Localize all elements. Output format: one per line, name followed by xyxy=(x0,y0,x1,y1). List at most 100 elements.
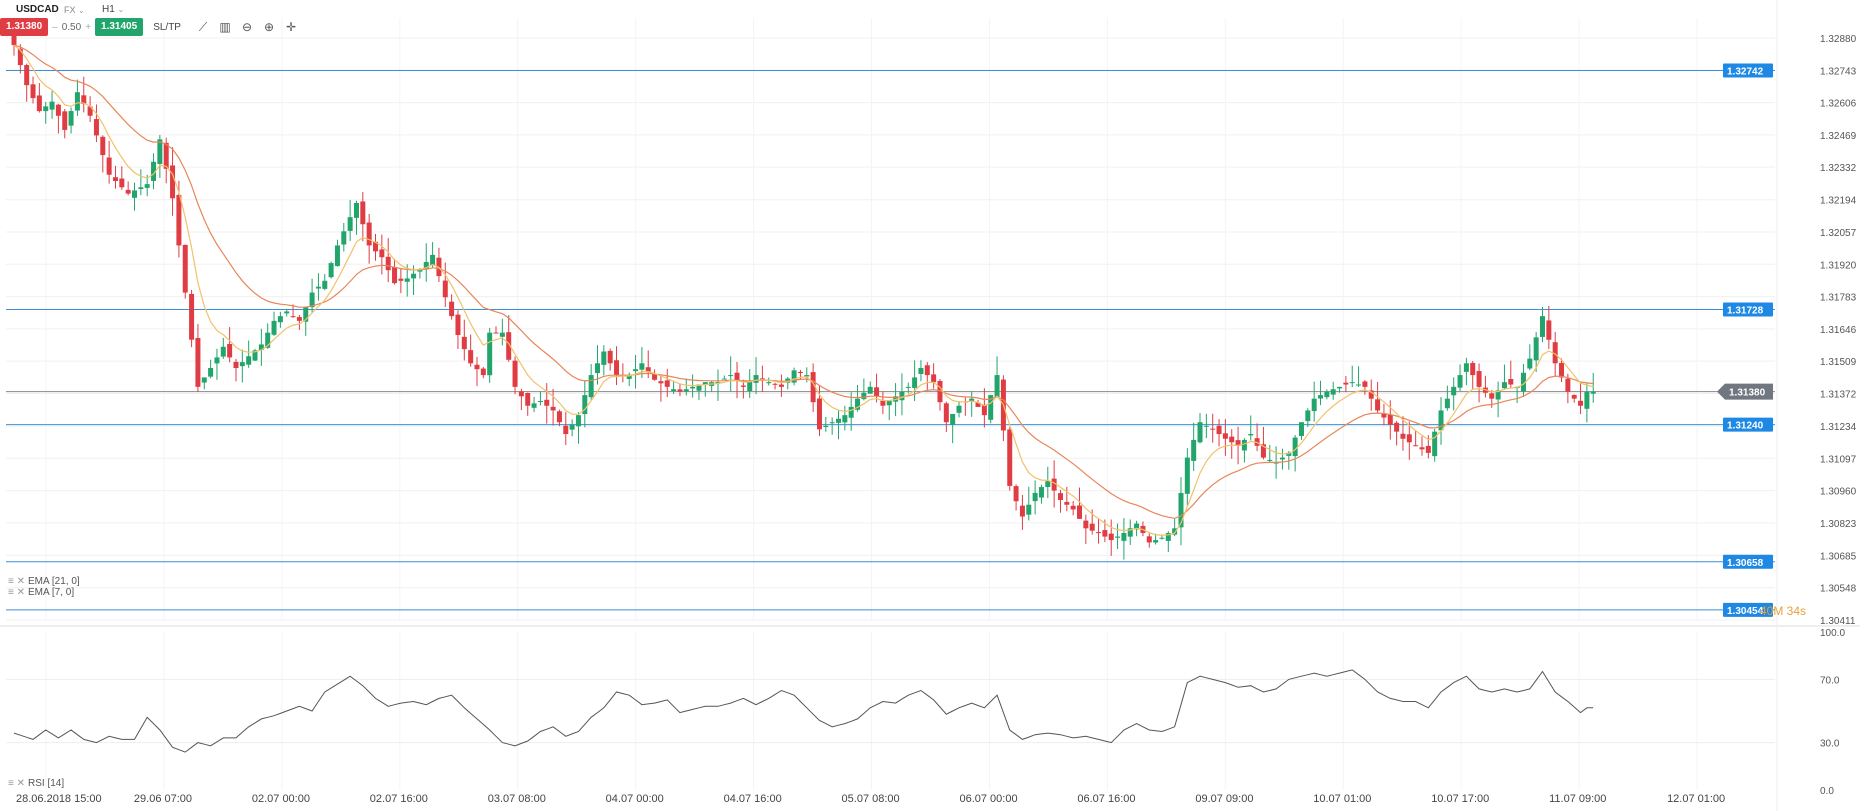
candle-body xyxy=(772,383,778,385)
sltp-button[interactable]: SL/TP xyxy=(153,21,181,33)
drag-handle-icon[interactable]: ≡ ✕ xyxy=(8,576,25,587)
candle xyxy=(1457,364,1463,392)
candle-body xyxy=(1406,434,1412,443)
candle-body xyxy=(246,356,252,365)
horizontal-levels[interactable] xyxy=(6,70,1775,611)
candle-body xyxy=(290,316,296,318)
candle xyxy=(379,234,385,275)
zoom-out-icon[interactable]: ⊖ xyxy=(241,20,253,34)
candle-body xyxy=(189,293,195,340)
time-tick-label: 10.07 17:00 xyxy=(1431,793,1489,805)
candle xyxy=(62,109,68,139)
candle-body xyxy=(582,395,588,415)
candle xyxy=(931,363,937,389)
zoom-in-icon[interactable]: ⊕ xyxy=(263,20,275,34)
candle-body xyxy=(1584,391,1590,409)
candle-body xyxy=(1045,481,1051,488)
candle-body xyxy=(1343,382,1349,385)
candle xyxy=(125,181,131,196)
candle-body xyxy=(411,273,417,279)
candle-body xyxy=(912,377,918,388)
candle-body xyxy=(556,411,562,423)
candle xyxy=(981,388,987,428)
candle xyxy=(772,382,778,390)
crosshair-icon[interactable]: ✛ xyxy=(285,20,297,34)
candle xyxy=(614,346,620,386)
time-tick-label: 28.06.2018 15:00 xyxy=(16,793,102,805)
candle xyxy=(360,192,366,242)
market-caret-icon[interactable]: ⌄ xyxy=(78,6,85,15)
time-tick-label: 02.07 16:00 xyxy=(370,793,428,805)
candle-body xyxy=(233,361,239,369)
candle-body xyxy=(943,403,949,423)
candle xyxy=(747,369,753,398)
timeframe-caret-icon[interactable]: ⌄ xyxy=(117,5,125,14)
candle-body xyxy=(182,244,188,293)
candle-body xyxy=(252,350,258,361)
candle xyxy=(1191,422,1197,471)
candle-body xyxy=(759,378,765,380)
candle-body xyxy=(848,406,854,418)
candle-body xyxy=(1527,358,1533,369)
candle-body xyxy=(49,101,55,110)
candle-body xyxy=(1578,400,1584,406)
candle-body xyxy=(1077,505,1083,519)
timeframe-selector[interactable]: H1 ⌄ xyxy=(102,3,124,17)
candle xyxy=(1533,331,1539,372)
line-tool-icon[interactable]: ⟋ xyxy=(198,20,208,34)
candle-body xyxy=(664,380,670,387)
candle xyxy=(1413,431,1419,447)
candle-body xyxy=(1191,439,1197,461)
indicator-ema7[interactable]: ≡ ✕ EMA [7, 0] xyxy=(8,587,74,598)
price-tick-label: 1.30685 xyxy=(1820,551,1857,562)
candle xyxy=(487,327,493,383)
drag-handle-icon[interactable]: ≡ ✕ xyxy=(8,778,25,789)
candle-body xyxy=(899,391,905,401)
buy-button[interactable]: 1.31405 xyxy=(95,18,144,36)
candle xyxy=(93,104,99,143)
candle-body xyxy=(690,386,696,389)
candle-body xyxy=(1229,436,1235,443)
candle-body xyxy=(309,292,315,308)
candle-body xyxy=(1184,457,1190,494)
indicator-rsi[interactable]: ≡ ✕ RSI [14] xyxy=(8,778,64,789)
indicator-ema21[interactable]: ≡ ✕ EMA [21, 0] xyxy=(8,576,80,587)
spread-plus-button[interactable]: + xyxy=(85,21,92,33)
candle xyxy=(201,377,207,390)
candle-body xyxy=(1520,372,1526,392)
candle-body xyxy=(988,395,994,420)
spread-minus-button[interactable]: – xyxy=(52,21,58,33)
candle-body xyxy=(24,65,30,86)
candle-body xyxy=(1013,486,1019,502)
symbol-name[interactable]: USDCAD xyxy=(16,4,59,15)
candle xyxy=(728,356,734,392)
candle-body xyxy=(322,280,328,289)
sell-button[interactable]: 1.31380 xyxy=(0,18,49,36)
candle-body xyxy=(1457,375,1463,388)
candle-body xyxy=(816,398,822,430)
drag-handle-icon[interactable]: ≡ ✕ xyxy=(8,587,25,598)
candle-body xyxy=(398,278,404,281)
candle xyxy=(315,273,321,301)
candle xyxy=(601,345,607,376)
candle-body xyxy=(220,346,226,357)
candle-body xyxy=(842,415,848,423)
candle-body xyxy=(430,254,436,266)
candle xyxy=(1419,436,1425,456)
candle xyxy=(950,413,956,444)
candle-body xyxy=(1381,413,1387,418)
candle-body xyxy=(1083,520,1089,529)
candle xyxy=(1311,381,1317,422)
candle xyxy=(753,357,759,395)
candle-body xyxy=(702,382,708,385)
candle xyxy=(766,377,772,386)
candle xyxy=(132,182,138,211)
candle-body xyxy=(157,139,163,164)
candle xyxy=(1584,382,1590,423)
candle xyxy=(715,369,721,401)
candle xyxy=(1565,373,1571,404)
candle-body xyxy=(924,365,930,376)
candle-body xyxy=(1489,393,1495,399)
chart-type-icon[interactable]: ▥ xyxy=(219,20,231,34)
